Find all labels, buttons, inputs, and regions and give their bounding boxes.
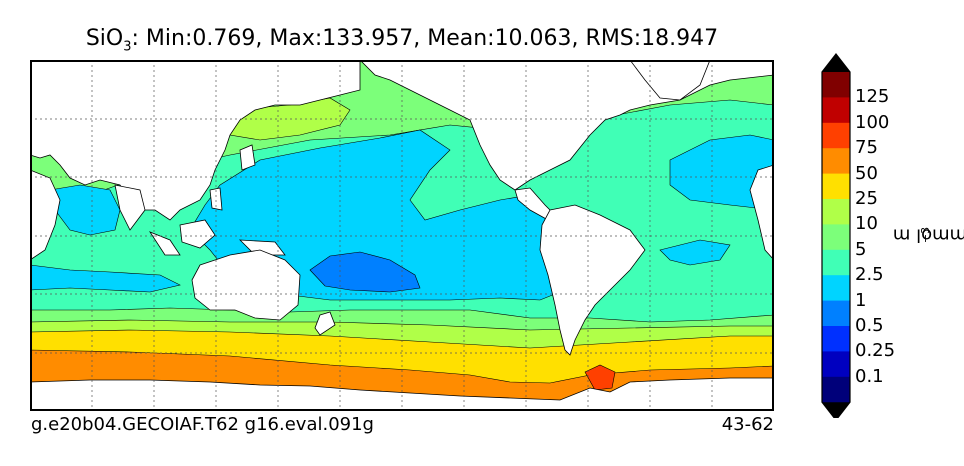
- colorbar-extend-max: [822, 54, 850, 72]
- case-id-label: g.e20b04.GECOIAF.T62 g16.eval.091g: [31, 414, 374, 435]
- colorbar-extend-min: [822, 402, 850, 418]
- colorbar-tick-label: 75: [855, 137, 878, 159]
- land-borneo: [179, 219, 216, 249]
- global-map: [30, 60, 774, 411]
- variable-subscript: 3: [123, 39, 132, 55]
- colorbar-segment: [822, 376, 850, 403]
- colorbar-segment: [822, 148, 850, 175]
- colorbar-outline: [821, 53, 851, 418]
- band-over-1-south-atlantic: [659, 239, 731, 266]
- colorbar-segment: [822, 224, 850, 251]
- land-australia: [191, 249, 301, 321]
- colorbar-segment: [822, 275, 850, 302]
- colorbar-tick-label: 0.5: [855, 315, 884, 336]
- land-sumatra: [148, 231, 181, 256]
- band-over-1-atlantic: [669, 134, 774, 211]
- colorbar-tick-label: 2.5: [855, 264, 884, 286]
- colorbar-tick-label: 0.25: [855, 340, 896, 362]
- band-over-1-indian: [30, 264, 181, 293]
- colorbar-segment: [822, 199, 850, 225]
- land-africa-east: [749, 164, 774, 261]
- colorbar-segment: [822, 300, 850, 327]
- colorbar-tick-label: 50: [855, 162, 878, 184]
- colorbar-segment: [822, 326, 850, 352]
- colorbar-tick-label: 25: [855, 188, 878, 209]
- colorbar-tick-label: 100: [855, 111, 890, 133]
- colorbar-tick-label: 5: [855, 238, 867, 260]
- band-under-1: [309, 251, 421, 293]
- variable-name: SiO: [85, 26, 124, 51]
- colorbar-segment: [822, 249, 850, 276]
- land-new-zealand: [314, 311, 336, 336]
- map-frame: [30, 60, 774, 411]
- land-japan: [239, 144, 256, 171]
- band-50-75-weddell: [584, 364, 616, 391]
- land-south-america: [539, 204, 646, 356]
- colorbar-tick-label: 10: [855, 213, 878, 235]
- statistics-text: : Min:0.769, Max:133.957, Mean:10.063, R…: [131, 26, 719, 51]
- colorbar-segment: [822, 351, 850, 378]
- colorbar-tick-label: 0.1: [855, 365, 884, 387]
- colorbar-segment: [822, 173, 850, 200]
- colorbar-tick-label: 125: [855, 86, 890, 108]
- colorbar: [821, 53, 851, 418]
- units-label: mmol m: [892, 224, 964, 246]
- land-india: [114, 184, 146, 231]
- colorbar-tick-label: 1: [855, 289, 867, 311]
- colorbar-segment: [822, 97, 850, 124]
- map-title: SiO3: Min:0.769, Max:133.957, Mean:10.06…: [30, 26, 774, 54]
- years-label: 43-62: [721, 414, 774, 435]
- colorbar-segment: [822, 122, 850, 149]
- land-eurasia: [30, 60, 361, 221]
- land-philippines: [209, 187, 223, 211]
- colorbar-segment: [822, 72, 850, 98]
- colorbar-units: mmol m −3: [893, 180, 964, 290]
- land-africa: [30, 169, 61, 261]
- band-over-1-indian-west: [49, 184, 121, 236]
